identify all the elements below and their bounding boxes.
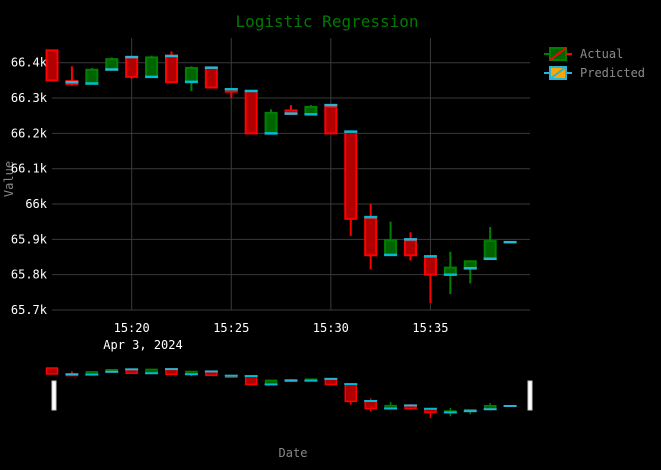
grid-lines: [52, 38, 530, 311]
y-tick-label: 66.4k: [11, 56, 48, 70]
legend-item-predicted[interactable]: Predicted: [544, 63, 645, 82]
predicted-swatch-icon: [544, 65, 572, 80]
x-tick-label: 15:25: [213, 321, 249, 335]
legend-item-actual[interactable]: Actual: [544, 44, 645, 63]
range-slider[interactable]: [45, 367, 533, 418]
candle-body: [145, 56, 159, 78]
candle-body: [165, 54, 178, 84]
candle-body: [85, 68, 99, 84]
candle-body: [204, 67, 218, 89]
candle-body: [384, 239, 398, 256]
legend-label-predicted: Predicted: [580, 65, 646, 80]
range-handle-left[interactable]: [51, 380, 57, 411]
chart-title: Logistic Regression: [235, 12, 418, 31]
candle-body: [423, 256, 437, 276]
x-axis-ticks: 15:20 15:25 15:30 15:35: [114, 321, 449, 335]
candle-body: [483, 240, 497, 260]
candle-body: [364, 217, 378, 257]
range-candle-body: [244, 375, 258, 386]
y-tick-label: 65.9k: [11, 232, 48, 246]
candle-body: [344, 130, 358, 220]
y-axis-label: Value: [2, 161, 16, 197]
legend-label-actual: Actual: [580, 46, 624, 61]
range-candle-body: [364, 400, 377, 410]
y-axis-ticks: 65.7k 65.8k 65.9k 66k 66.1k 66.2k 66.3k 66.4k: [11, 56, 48, 317]
y-tick-label: 66.1k: [11, 162, 48, 176]
y-tick-label: 66.2k: [11, 126, 48, 140]
date-label: Apr 3, 2024: [103, 338, 182, 352]
candle-body: [404, 239, 417, 257]
range-handle-right[interactable]: [527, 380, 533, 411]
actual-swatch-icon: [544, 46, 572, 61]
candle-body: [244, 89, 258, 135]
candle-body: [304, 105, 318, 115]
candle-body: [324, 105, 338, 135]
candle-body: [45, 49, 59, 82]
range-candle-body: [344, 383, 357, 403]
x-axis-label: Date: [279, 446, 308, 460]
candle-body: [264, 111, 278, 135]
y-tick-label: 65.8k: [11, 268, 48, 282]
y-tick-label: 66.3k: [11, 91, 48, 105]
candle-body: [125, 56, 139, 78]
predicted-plot: [65, 54, 517, 276]
y-tick-label: 65.7k: [11, 303, 48, 317]
candlestick-plot: [45, 49, 497, 303]
x-tick-label: 15:20: [114, 321, 150, 335]
range-candle-body: [324, 378, 338, 386]
range-candle-body: [45, 367, 59, 375]
candle-body: [184, 67, 198, 84]
legend: Actual Predicted: [544, 44, 645, 82]
y-tick-label: 66k: [25, 197, 47, 211]
x-tick-label: 15:35: [412, 321, 448, 335]
x-tick-label: 15:30: [313, 321, 349, 335]
